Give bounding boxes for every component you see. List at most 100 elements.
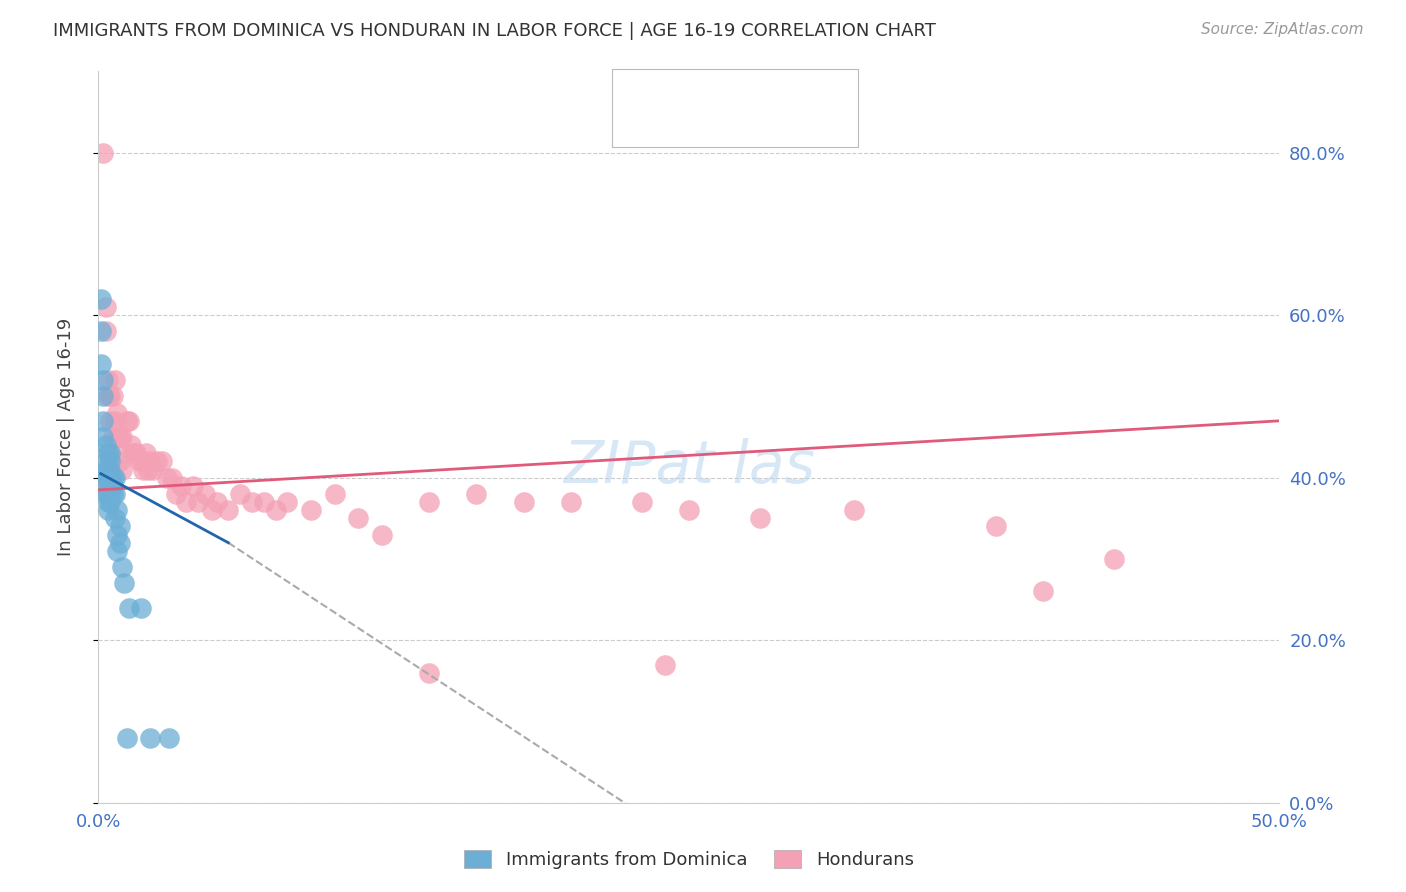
Point [98, 446, 121, 460]
Point [97, 446, 120, 460]
Point [132, 462, 155, 476]
Point [91, 389, 114, 403]
Point [194, 487, 217, 501]
Point [160, 471, 183, 485]
Text: Source: ZipAtlas.com: Source: ZipAtlas.com [1201, 22, 1364, 37]
Point [165, 487, 187, 501]
Point [98, 454, 121, 468]
Point [104, 511, 127, 525]
Point [105, 406, 128, 420]
Point [104, 414, 127, 428]
Point [97, 373, 120, 387]
Point [418, 665, 440, 680]
Point [97, 446, 120, 460]
Point [264, 503, 287, 517]
Point [157, 731, 180, 745]
Point [418, 495, 440, 509]
Point [94, 479, 117, 493]
Point [105, 503, 128, 517]
Point [146, 454, 169, 468]
Point [125, 446, 148, 460]
Point [118, 600, 141, 615]
Text: IMMIGRANTS FROM DOMINICA VS HONDURAN IN LABOR FORCE | AGE 16-19 CORRELATION CHAR: IMMIGRANTS FROM DOMINICA VS HONDURAN IN … [53, 22, 936, 40]
Point [205, 495, 228, 509]
Point [94, 462, 117, 476]
Point [104, 471, 127, 485]
Point [104, 487, 127, 501]
Point [97, 471, 120, 485]
Point [91, 430, 114, 444]
Point [115, 414, 138, 428]
Point [181, 479, 204, 493]
Point [108, 519, 131, 533]
Point [94, 471, 117, 485]
Point [91, 414, 114, 428]
Point [97, 389, 120, 403]
Point [347, 511, 370, 525]
Point [90, 325, 112, 339]
Point [111, 462, 134, 476]
Point [229, 487, 252, 501]
Point [112, 576, 135, 591]
Text: R = -0.263   N = 43: R = -0.263 N = 43 [658, 80, 858, 98]
Point [108, 430, 131, 444]
Point [1032, 584, 1054, 599]
Legend: Immigrants from Dominica, Hondurans: Immigrants from Dominica, Hondurans [456, 840, 922, 878]
Point [122, 446, 145, 460]
Point [108, 535, 131, 549]
Point [139, 731, 162, 745]
Point [844, 503, 866, 517]
Point [91, 373, 114, 387]
Point [371, 527, 394, 541]
Point [111, 430, 134, 444]
Point [94, 487, 117, 501]
Point [465, 487, 488, 501]
Point [156, 471, 179, 485]
Point [174, 495, 197, 509]
Point [101, 479, 124, 493]
Point [121, 438, 143, 452]
Point [136, 462, 159, 476]
Point [139, 454, 162, 468]
Point [654, 657, 676, 672]
Point [299, 503, 322, 517]
Point [97, 495, 120, 509]
Point [630, 495, 652, 509]
Point [108, 454, 131, 468]
Point [323, 487, 346, 501]
Point [201, 503, 224, 517]
Point [150, 454, 173, 468]
Point [90, 292, 112, 306]
Point [135, 446, 157, 460]
Point [129, 454, 152, 468]
Point [97, 503, 120, 517]
Point [276, 495, 298, 509]
Point [98, 479, 121, 493]
Point [678, 503, 700, 517]
Point [115, 731, 138, 745]
Point [128, 454, 150, 468]
Y-axis label: In Labor Force | Age 16-19: In Labor Force | Age 16-19 [56, 318, 75, 557]
Point [105, 527, 128, 541]
Point [101, 471, 124, 485]
Point [217, 503, 239, 517]
Point [94, 325, 117, 339]
Point [240, 495, 263, 509]
Point [105, 430, 128, 444]
Point [560, 495, 582, 509]
Point [984, 519, 1007, 533]
Point [94, 438, 117, 452]
Point [98, 471, 121, 485]
Point [94, 454, 117, 468]
Point [129, 600, 152, 615]
Point [748, 511, 770, 525]
Point [112, 446, 135, 460]
Point [98, 454, 121, 468]
Point [94, 300, 117, 314]
Text: ZIPat las: ZIPat las [562, 438, 815, 495]
Point [104, 373, 127, 387]
Point [98, 389, 121, 403]
Point [512, 495, 534, 509]
Point [170, 479, 193, 493]
Point [105, 544, 128, 558]
